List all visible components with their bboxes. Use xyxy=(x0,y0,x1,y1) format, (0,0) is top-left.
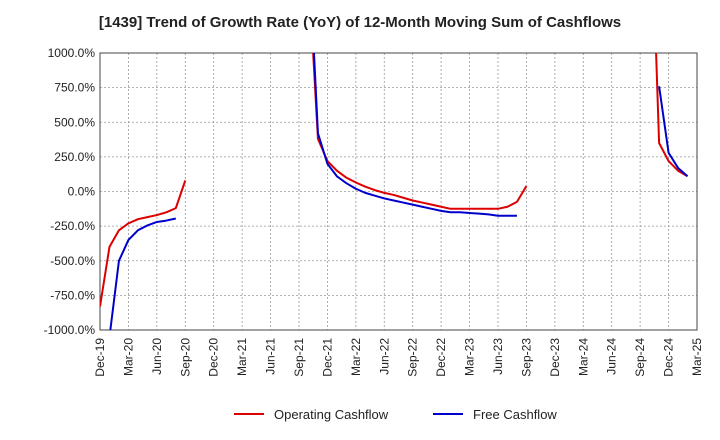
x-tick-label: Dec-21 xyxy=(320,338,334,377)
x-tick-label: Sep-21 xyxy=(292,338,306,377)
legend-item-free-cashflow: Free Cashflow xyxy=(433,407,557,422)
x-tick-label: Jun-24 xyxy=(605,338,619,375)
x-tick-label: Dec-23 xyxy=(548,338,562,377)
x-tick-label: Mar-23 xyxy=(463,338,477,376)
x-tick-label: Mar-22 xyxy=(349,338,363,376)
series-line-free-cashflow xyxy=(109,217,177,330)
y-tick-label: 500.0% xyxy=(54,115,95,129)
legend-item-operating-cashflow: Operating Cashflow xyxy=(234,407,389,422)
axis-layer: 1000.0% 750.0% 500.0% 250.0% 0.0% -250.0% -500… xyxy=(44,46,704,377)
series-line-free-cashflow xyxy=(658,86,689,178)
y-tick-label: -750.0% xyxy=(50,288,95,302)
x-tick-label: Dec-24 xyxy=(662,338,676,377)
legend: Operating Cashflow Free Cashflow xyxy=(234,407,557,422)
y-tick-label: 750.0% xyxy=(54,81,95,95)
legend-label: Free Cashflow xyxy=(473,407,557,422)
y-tick-label: 1000.0% xyxy=(48,46,96,60)
x-tick-label: Mar-20 xyxy=(121,338,135,376)
series-layer xyxy=(100,53,689,330)
x-tick-label: Mar-25 xyxy=(690,338,704,376)
x-tick-label: Dec-19 xyxy=(93,338,107,377)
x-tick-label: Jun-21 xyxy=(264,338,278,375)
y-tick-label: -500.0% xyxy=(50,254,95,268)
x-tick-label: Sep-23 xyxy=(519,338,533,377)
x-tick-label: Jun-23 xyxy=(491,338,505,375)
y-tick-label: -1000.0% xyxy=(44,323,96,337)
series-line-free-cashflow xyxy=(312,53,517,217)
x-tick-label: Sep-20 xyxy=(178,338,192,377)
y-tick-label: 0.0% xyxy=(68,185,96,199)
series-line-operating-cashflow xyxy=(100,180,187,307)
x-tick-label: Dec-20 xyxy=(207,338,221,377)
legend-label: Operating Cashflow xyxy=(274,407,389,422)
x-tick-label: Dec-22 xyxy=(434,338,448,377)
x-tick-label: Mar-24 xyxy=(576,338,590,376)
x-tick-label: Jun-22 xyxy=(377,338,391,375)
y-tick-label: -250.0% xyxy=(50,219,95,233)
series-line-operating-cashflow xyxy=(655,53,689,178)
plot-border xyxy=(99,52,698,331)
x-tick-label: Sep-24 xyxy=(633,338,647,377)
grid-layer xyxy=(99,52,698,331)
series-line-operating-cashflow xyxy=(312,53,528,210)
y-tick-label: 250.0% xyxy=(54,150,95,164)
x-tick-label: Jun-20 xyxy=(150,338,164,375)
x-tick-label: Mar-21 xyxy=(235,338,249,376)
x-tick-label: Sep-22 xyxy=(406,338,420,377)
chart-title: [1439] Trend of Growth Rate (YoY) of 12-… xyxy=(98,14,622,31)
